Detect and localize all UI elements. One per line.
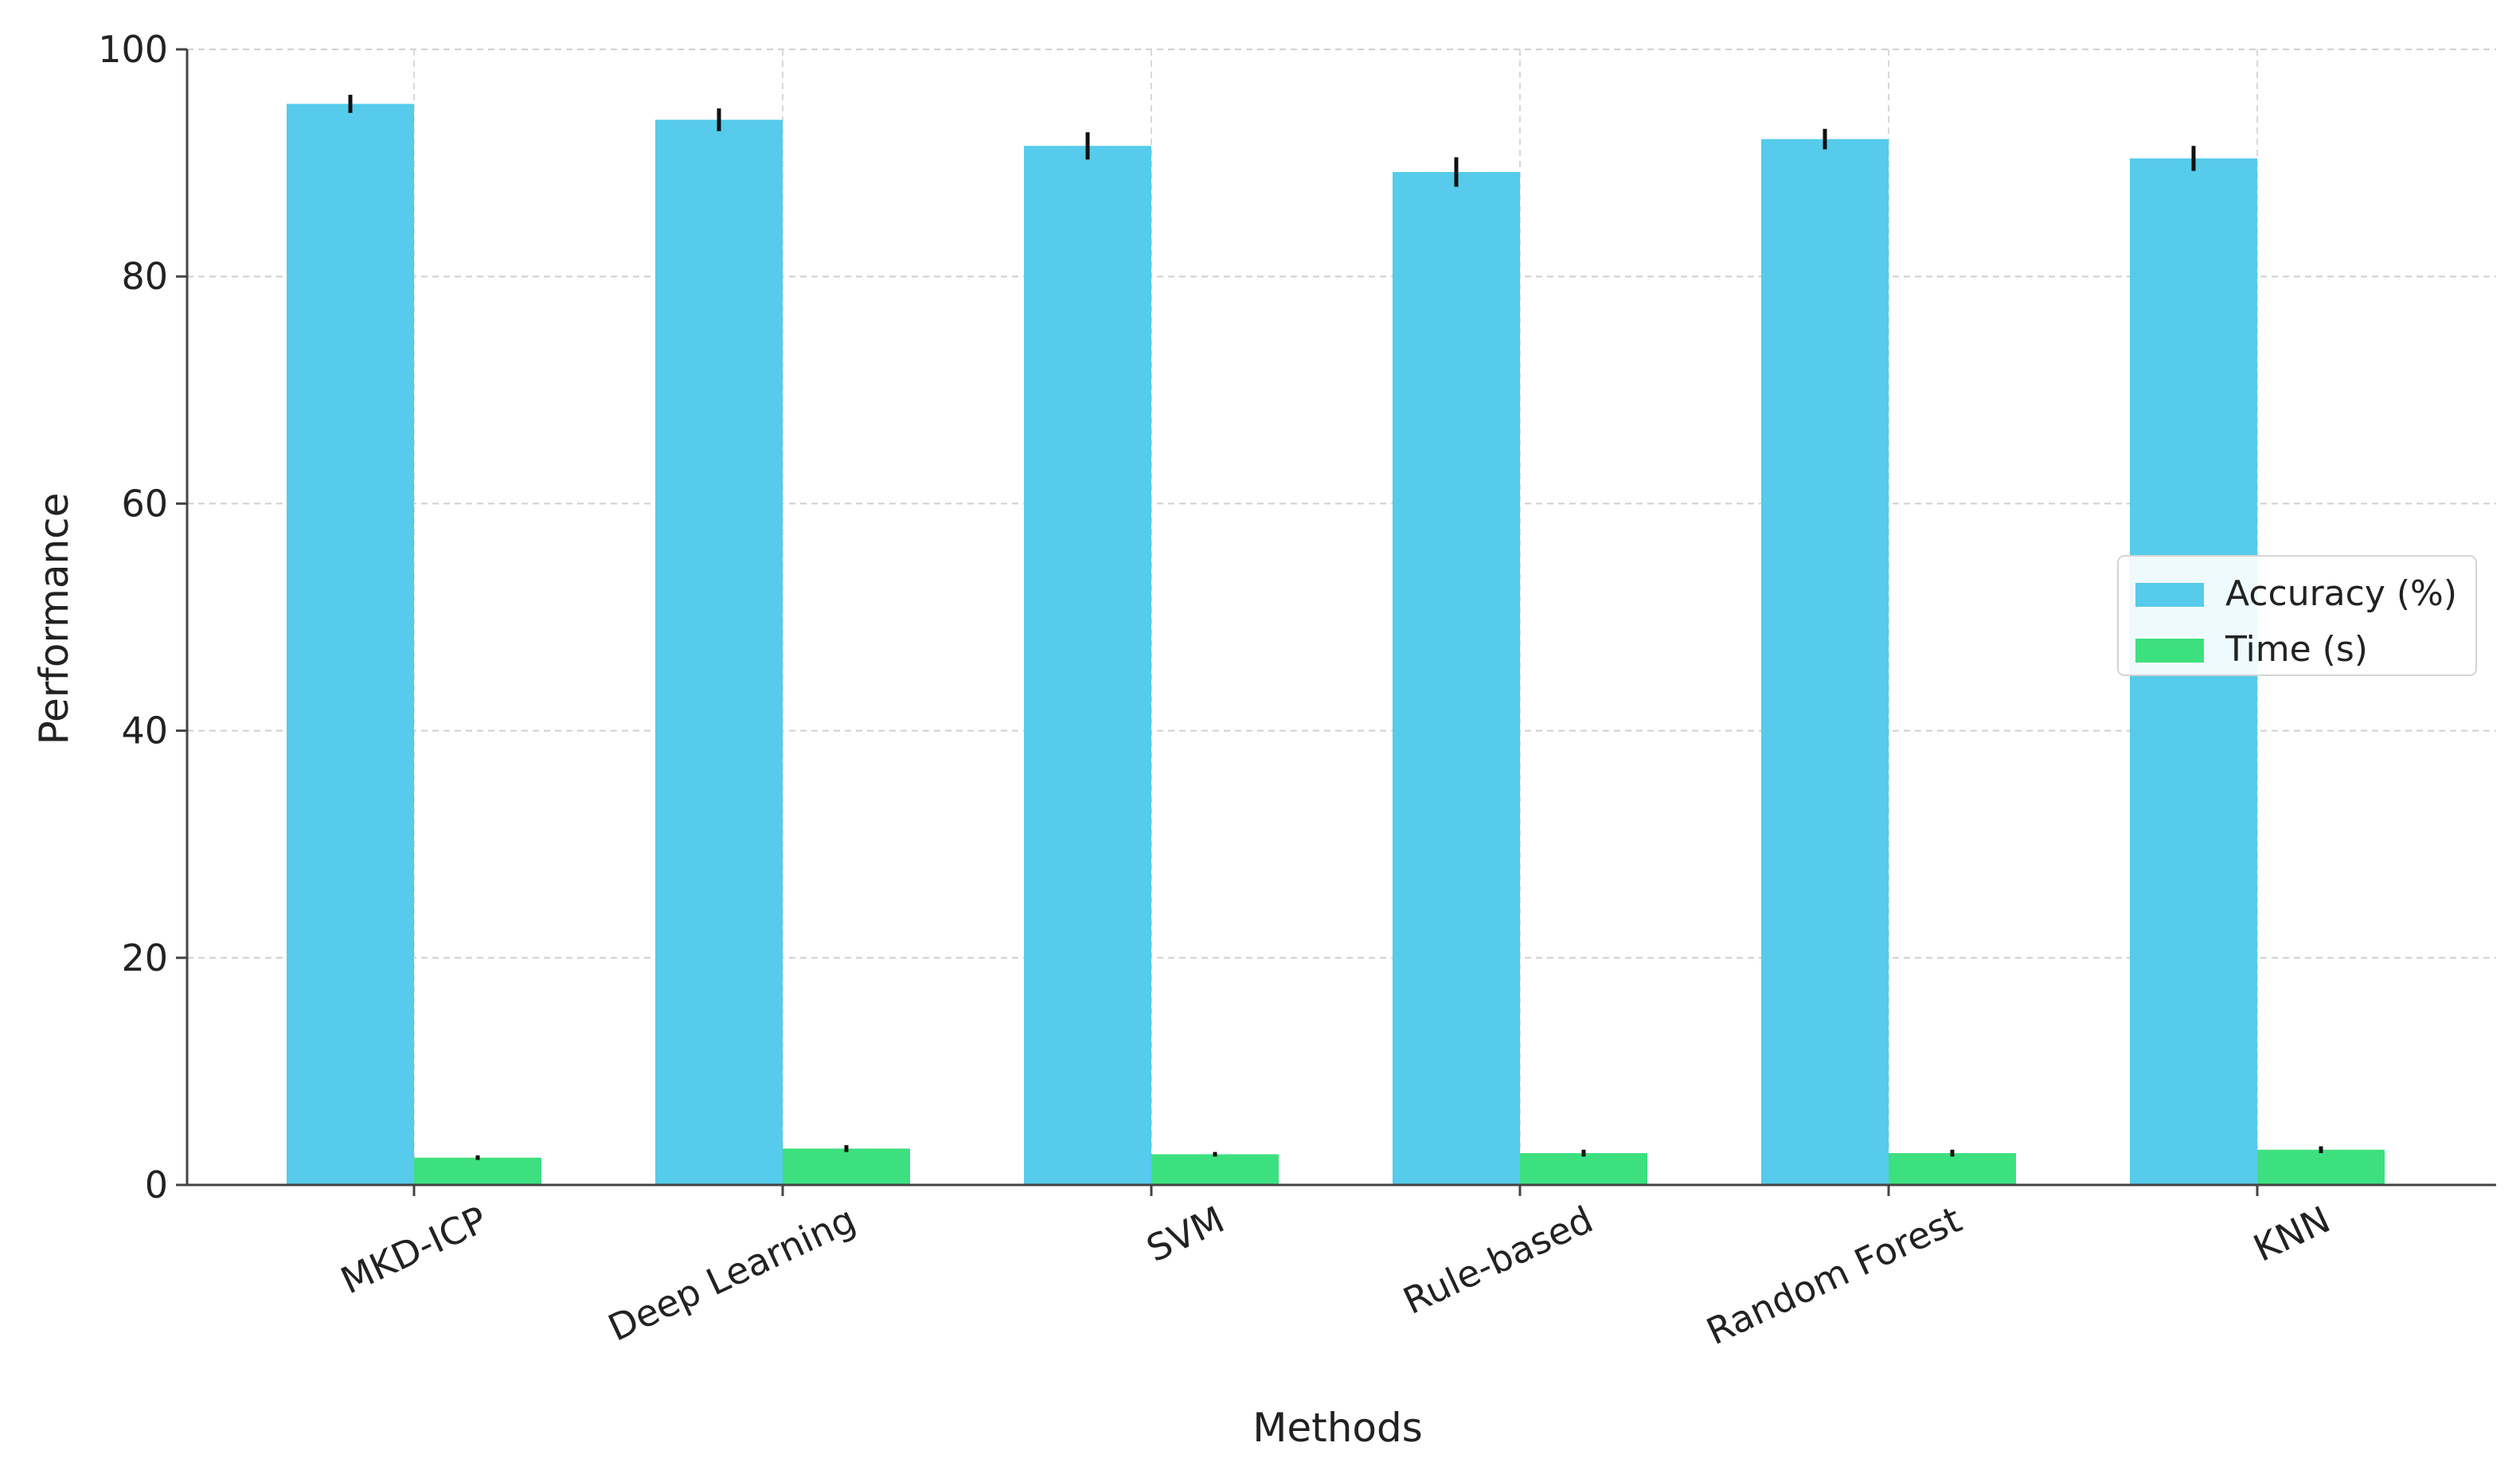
- grid-lines: [187, 49, 2496, 1185]
- y-tick-label: 100: [98, 28, 168, 71]
- bar-accuracy-rule-based: [1393, 172, 1520, 1185]
- bar-accuracy-deep-learning: [655, 119, 783, 1186]
- y-tick-labels: 0 20 40 60 80 100: [98, 28, 168, 1206]
- y-tick-label: 80: [121, 255, 168, 298]
- legend-frame: [2117, 555, 2477, 676]
- bar-accuracy-svm: [1024, 146, 1151, 1186]
- x-tick-label: KNN: [2247, 1198, 2337, 1270]
- error-bars: [348, 95, 2323, 1160]
- x-tick-label: SVM: [1140, 1198, 1231, 1270]
- bar-time-svm: [1151, 1154, 1279, 1185]
- x-tick-labels: MKD-ICP Deep Learning SVM Rule-based Random …: [334, 1198, 2337, 1353]
- y-tick-label: 20: [121, 936, 168, 979]
- y-axis-label: Performance: [31, 493, 77, 745]
- bar-time-mkd-icp: [414, 1157, 541, 1185]
- bar-accuracy-random-forest: [1761, 139, 1889, 1185]
- legend: Accuracy (%) Time (s): [2117, 555, 2477, 676]
- bar-time-random-forest: [1889, 1153, 2016, 1185]
- x-tick-label: Rule-based: [1397, 1198, 1599, 1323]
- legend-entry-label: Time (s): [2225, 629, 2368, 670]
- x-axis-label: Methods: [1252, 1405, 1423, 1451]
- legend-entry-label: Accuracy (%): [2225, 573, 2457, 614]
- legend-swatch: [2135, 639, 2204, 663]
- x-tick-label: Random Forest: [1700, 1198, 1968, 1353]
- x-tick-label: Deep Learning: [602, 1198, 862, 1350]
- bars: [287, 104, 2385, 1186]
- bar-accuracy-mkd-icp: [287, 104, 414, 1185]
- bar-time-knn: [2257, 1149, 2385, 1185]
- x-tick-label: MKD-ICP: [334, 1198, 494, 1302]
- y-tick-label: 40: [121, 710, 168, 753]
- y-tick-label: 60: [121, 482, 168, 525]
- bar-time-deep-learning: [783, 1148, 910, 1185]
- axes: [176, 48, 2496, 1196]
- y-tick-label: 0: [145, 1163, 168, 1206]
- legend-swatch: [2135, 583, 2204, 607]
- bar-time-rule-based: [1520, 1153, 1647, 1185]
